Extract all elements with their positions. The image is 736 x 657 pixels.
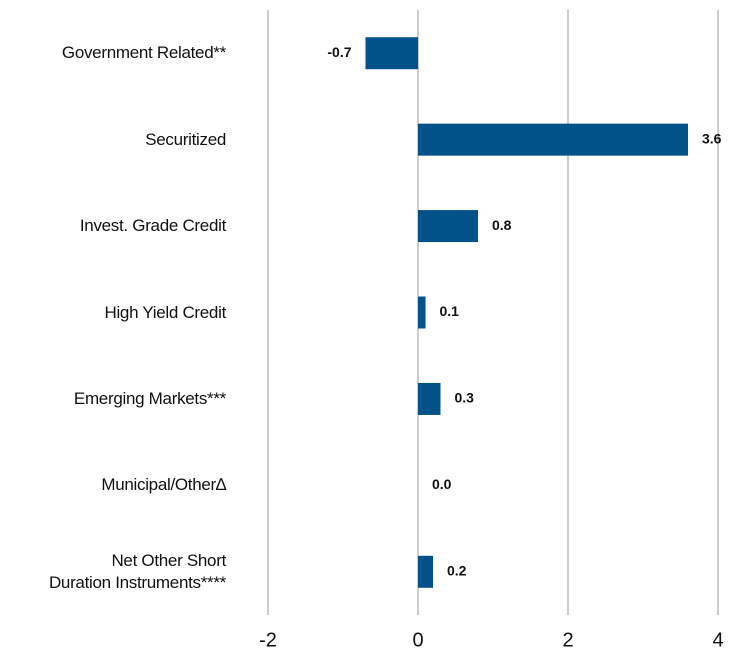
bar bbox=[418, 210, 478, 243]
value-label: 0.1 bbox=[440, 303, 460, 319]
x-tick-label: -2 bbox=[259, 629, 277, 651]
value-label: 0.8 bbox=[492, 217, 512, 233]
value-label: 3.6 bbox=[702, 130, 722, 146]
bar bbox=[418, 555, 433, 588]
bar bbox=[365, 37, 418, 70]
y-tick-label: Securitized bbox=[145, 129, 226, 149]
y-tick-label: Invest. Grade Credit bbox=[79, 216, 226, 236]
bar bbox=[418, 123, 688, 156]
value-label: 0.0 bbox=[432, 476, 452, 492]
bar bbox=[418, 296, 426, 329]
x-tick-label: 2 bbox=[562, 629, 573, 651]
value-label: 0.2 bbox=[447, 562, 467, 578]
y-tick-label: High Yield Credit bbox=[104, 302, 226, 322]
value-label: -0.7 bbox=[327, 44, 351, 60]
x-tick-label: 4 bbox=[712, 629, 723, 651]
y-tick-label: Emerging Markets*** bbox=[73, 388, 226, 408]
value-label: 0.3 bbox=[455, 390, 475, 406]
x-tick-label: 0 bbox=[412, 629, 423, 651]
bar bbox=[418, 382, 441, 415]
y-tick-label: Government Related** bbox=[61, 43, 226, 63]
y-tick-label: Net Other Short Duration Instruments**** bbox=[48, 550, 226, 592]
y-tick-label: Municipal/Other∆ bbox=[101, 475, 226, 495]
